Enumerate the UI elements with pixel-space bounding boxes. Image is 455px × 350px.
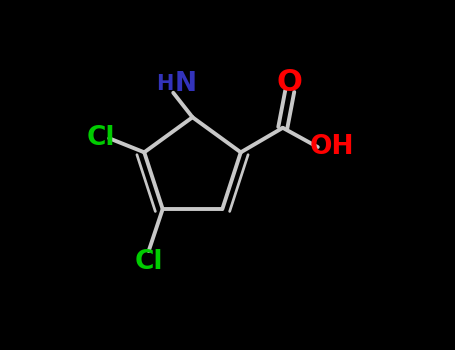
Text: Cl: Cl <box>86 125 115 151</box>
Text: OH: OH <box>309 134 354 160</box>
Text: O: O <box>277 68 303 97</box>
Text: N: N <box>175 71 197 97</box>
Text: Cl: Cl <box>134 248 163 274</box>
Text: H: H <box>156 74 173 94</box>
